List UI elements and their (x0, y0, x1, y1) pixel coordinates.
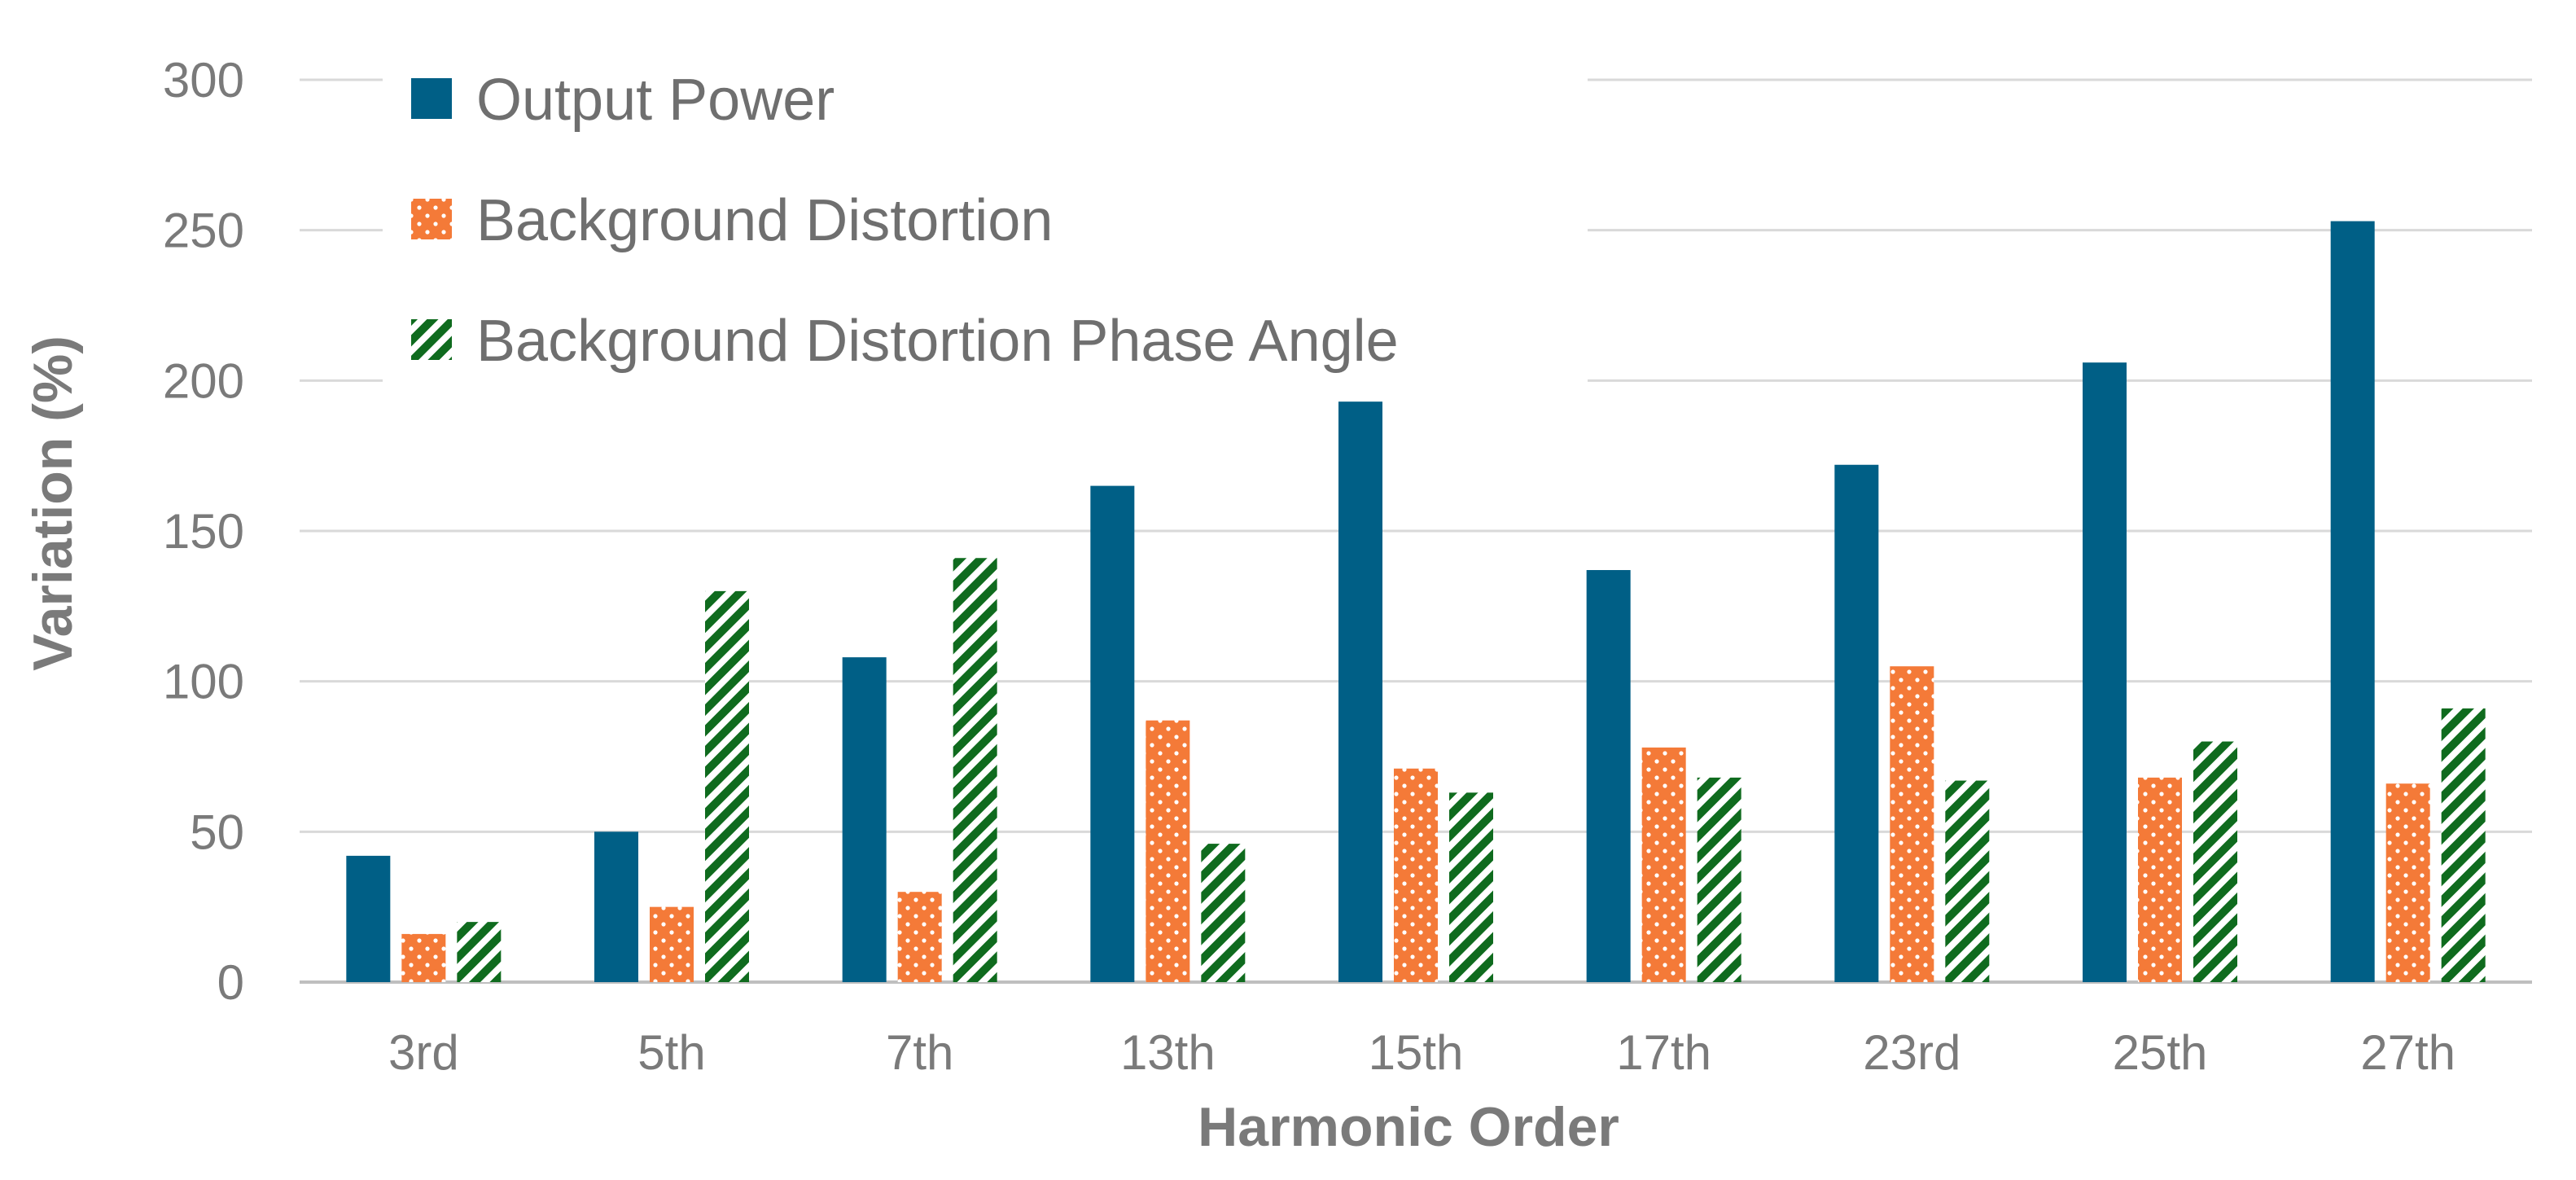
bar-output-power-25th (2083, 362, 2127, 982)
bar-background-distortion-15th (1394, 768, 1438, 982)
bar-output-power-3rd (346, 855, 391, 982)
bar-background-distortion-phase-angle-15th (1449, 792, 1493, 982)
bar-output-power-5th (594, 831, 638, 982)
bar-output-power-27th (2330, 221, 2375, 982)
bar-background-distortion-phase-angle-7th (953, 558, 997, 982)
y-axis-tick-labels: 0 50 100 150 200 250 300 (163, 53, 244, 1010)
bar-output-power-7th (842, 657, 887, 982)
legend-swatch (411, 319, 452, 360)
bar-background-distortion-23rd (1890, 666, 1934, 982)
bar-background-distortion-phase-angle-27th (2441, 708, 2486, 982)
x-tick-label: 13th (1120, 1025, 1216, 1080)
y-tick-label: 250 (163, 204, 244, 258)
x-tick-label: 15th (1369, 1025, 1464, 1080)
y-tick-label: 200 (163, 353, 244, 408)
bar-background-distortion-25th (2138, 777, 2182, 982)
x-tick-label: 5th (637, 1025, 705, 1080)
legend-label: Output Power (476, 68, 835, 133)
x-axis-tick-labels: 3rd 5th 7th 13th 15th 17th 23rd 25th 27th (388, 1025, 2456, 1080)
x-axis-title: Harmonic Order (1198, 1096, 1619, 1158)
y-tick-label: 150 (163, 504, 244, 559)
bar-output-power-13th (1090, 485, 1135, 982)
bar-background-distortion-phase-angle-13th (1201, 844, 1246, 982)
legend-background (383, 50, 1588, 386)
bar-background-distortion-7th (897, 892, 942, 982)
x-tick-label: 25th (2113, 1025, 2208, 1080)
bar-output-power-17th (1586, 570, 1631, 982)
legend-swatch (411, 78, 452, 119)
bar-output-power-23rd (1834, 464, 1879, 982)
y-tick-label: 100 (163, 655, 244, 709)
y-tick-label: 50 (190, 805, 244, 859)
bar-background-distortion-phase-angle-3rd (457, 922, 502, 982)
x-tick-label: 7th (886, 1025, 953, 1080)
x-tick-label: 23rd (1863, 1025, 1960, 1080)
legend-label: Background Distortion (476, 188, 1053, 253)
y-tick-label: 0 (217, 955, 244, 1010)
bar-background-distortion-3rd (401, 933, 446, 982)
x-tick-label: 17th (1616, 1025, 1711, 1080)
bar-background-distortion-13th (1146, 720, 1190, 982)
bar-output-power-15th (1338, 401, 1382, 983)
legend-label: Background Distortion Phase Angle (476, 309, 1399, 374)
bar-background-distortion-phase-angle-17th (1697, 777, 1741, 982)
y-tick-label: 300 (163, 53, 244, 107)
legend-swatch (411, 199, 452, 239)
bar-background-distortion-17th (1641, 747, 1686, 982)
bar-background-distortion-phase-angle-5th (705, 590, 749, 982)
y-axis-title: Variation (%) (22, 336, 84, 671)
bar-background-distortion-phase-angle-23rd (1945, 780, 1990, 982)
bar-background-distortion-5th (650, 906, 694, 982)
bar-background-distortion-27th (2385, 783, 2430, 982)
bars (346, 221, 2486, 983)
x-tick-label: 27th (2360, 1025, 2456, 1080)
x-tick-label: 3rd (388, 1025, 459, 1080)
bar-background-distortion-phase-angle-25th (2193, 741, 2237, 982)
legend: Output Power Background Distortion Backgro… (383, 50, 1588, 386)
